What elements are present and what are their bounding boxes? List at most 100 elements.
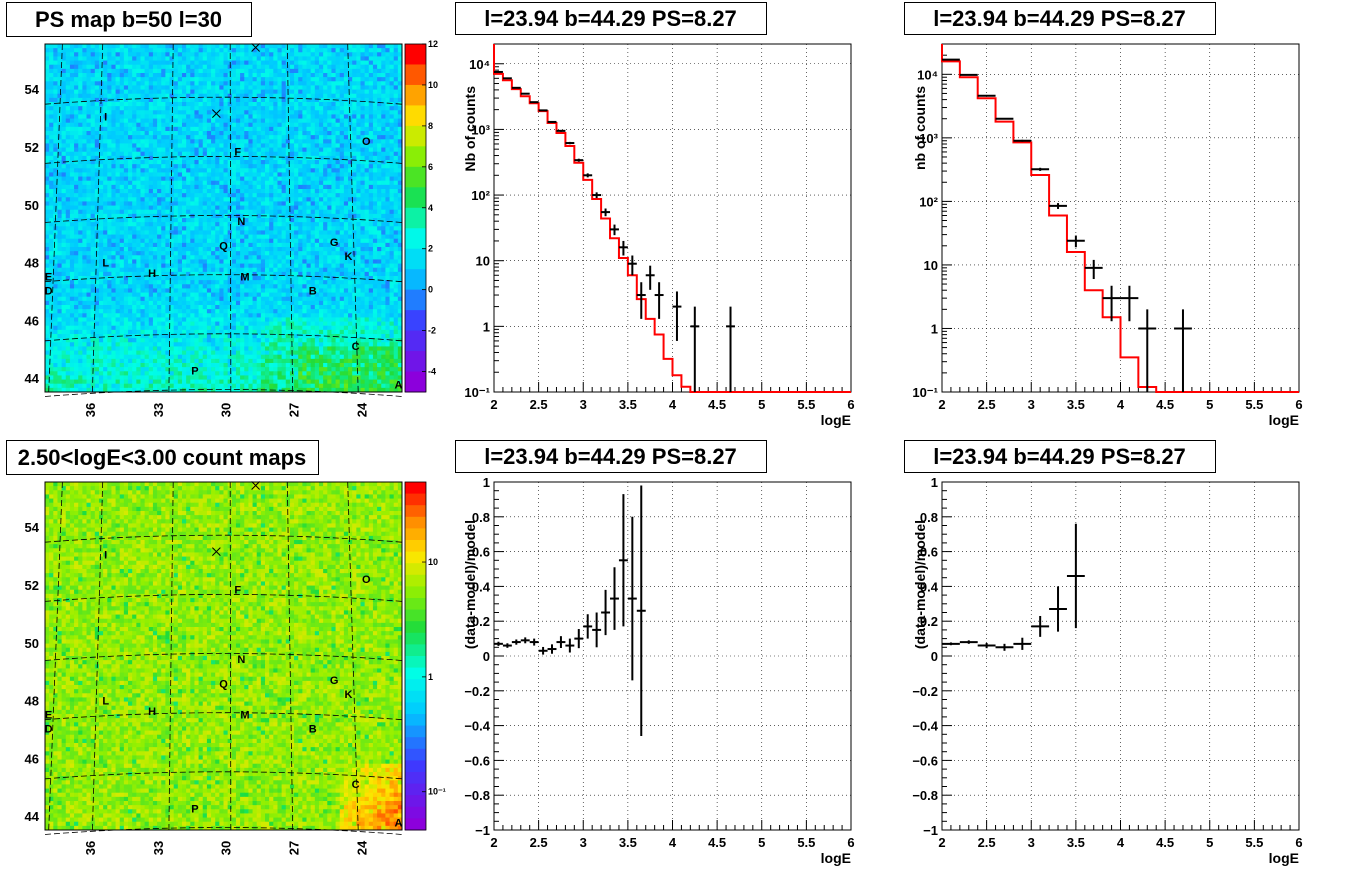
x-tick-label: 33	[151, 841, 166, 855]
color-scale-label: 12	[428, 39, 438, 49]
y-tick-label: 0.2	[472, 614, 490, 629]
residual-point	[574, 629, 584, 649]
meridian-line	[347, 43, 359, 393]
panel-title-box: PS map b=50 l=30	[6, 2, 252, 37]
map-pixels	[45, 482, 403, 831]
data-point	[610, 224, 619, 236]
source-label-f: F	[234, 584, 241, 596]
x-tick-label: 5	[758, 835, 765, 850]
y-tick-label: −1	[475, 823, 490, 838]
residual-point	[502, 643, 512, 648]
source-label-l: L	[102, 258, 109, 270]
x-tick-label: 2.5	[978, 397, 996, 412]
y-tick-label: 1	[931, 475, 938, 490]
y-tick-label: 44	[25, 809, 40, 824]
data-point	[636, 282, 646, 319]
x-axis-label: logE	[821, 850, 851, 866]
parallel-line	[44, 96, 403, 105]
source-label-q: Q	[219, 678, 228, 690]
residual-point	[1066, 523, 1085, 629]
model-histogram-line	[941, 44, 1299, 393]
residual-point	[547, 644, 557, 654]
panel-title: PS map b=50 l=30	[35, 7, 222, 32]
meridian-line	[286, 481, 294, 831]
source-label-d: D	[45, 286, 53, 298]
color-scale-label: 0	[428, 285, 433, 295]
y-tick-label: −0.6	[912, 753, 938, 768]
residual-panel: 2 2.5 3 3.5 4 4.5 5 5.5 6 −1 −0.8 −0.6 −0.4 −0.2 0 0.2 0…	[912, 475, 1303, 866]
data-point	[583, 173, 593, 178]
y-tick-label: 0.8	[472, 510, 490, 525]
source-label-h: H	[148, 706, 156, 718]
data-point	[556, 129, 566, 132]
source-label-p: P	[191, 804, 198, 816]
source-label-m: M	[240, 272, 249, 284]
source-label-h: H	[148, 268, 156, 280]
y-axis-label: nb of counts	[912, 86, 928, 170]
y-tick-label: −0.8	[912, 788, 938, 803]
x-tick-label: 6	[847, 835, 854, 850]
residual-point	[538, 646, 548, 655]
source-label-b: B	[309, 724, 317, 736]
residual-point	[610, 567, 619, 630]
parallel-line	[44, 333, 403, 342]
source-label-b: B	[309, 286, 317, 298]
y-tick-label: 10⁴	[469, 57, 490, 72]
meridian-line	[286, 43, 294, 393]
meridian-line	[92, 481, 104, 831]
source-label-g: G	[330, 675, 339, 687]
x-tick-label: 27	[286, 403, 301, 417]
meridian-line	[48, 481, 63, 831]
y-tick-label: 10⁻¹	[912, 385, 938, 400]
panel-title-box: l=23.94 b=44.29 PS=8.27	[455, 2, 767, 35]
residual-point	[494, 641, 503, 646]
y-tick-label: 1	[931, 321, 938, 336]
y-axis-label: (data-model)/model	[912, 520, 928, 649]
y-tick-label: 46	[25, 313, 39, 328]
panel-title: 2.50<logE<3.00 count maps	[18, 445, 307, 470]
parallel-line	[44, 653, 403, 661]
residual-point	[592, 612, 602, 648]
x-tick-label: 2.5	[978, 835, 996, 850]
data-point	[959, 73, 978, 76]
x-tick-label: 5	[758, 397, 765, 412]
residual-point	[583, 614, 593, 639]
parallel-line	[44, 771, 403, 780]
source-label-l: L	[102, 696, 109, 708]
residual-panel: 2 2.5 3 3.5 4 4.5 5 5.5 6 −1 −0.8 −0.6 −0.4 −0.2 0 0.2 0…	[462, 475, 855, 866]
y-axis-label: (data-model)/model	[462, 520, 478, 649]
y-tick-label: 0.6	[920, 545, 938, 560]
data-point	[1031, 167, 1050, 171]
panel-title-box: l=23.94 b=44.29 PS=8.27	[904, 440, 1216, 473]
y-tick-label: −0.2	[464, 684, 490, 699]
title-frame	[6, 440, 319, 475]
plot-frame	[493, 481, 852, 831]
meridian-line	[229, 481, 232, 831]
color-scale-frame	[404, 481, 427, 831]
residual-point	[556, 636, 566, 648]
x-tick-label: 2	[490, 397, 497, 412]
x-tick-label: 3.5	[619, 397, 637, 412]
x-tick-label: 2.5	[530, 397, 548, 412]
parallel-line	[44, 712, 403, 721]
y-tick-label: 0.2	[920, 614, 938, 629]
marker-cross	[212, 547, 221, 556]
x-tick-label: 5.5	[797, 397, 815, 412]
meridian-line	[347, 481, 359, 831]
spectrum-panel: 2 2.5 3 3.5 4 4.5 5 5.5 6 10⁻¹ 1 10 10² 10³ 10⁴ logE Nb …	[462, 43, 855, 428]
y-tick-label: 0	[931, 649, 938, 664]
model-histogram-line	[493, 44, 851, 393]
data-point	[538, 109, 548, 112]
y-tick-label: 10³	[471, 122, 490, 137]
x-tick-label: 33	[151, 403, 166, 417]
y-tick-label: 10⁴	[917, 67, 938, 82]
data-point	[672, 291, 682, 341]
data-point	[690, 306, 700, 392]
color-scale-label: 1	[428, 672, 433, 682]
x-tick-label: 4	[669, 835, 677, 850]
data-point	[529, 101, 539, 104]
parallel-line	[44, 389, 403, 397]
y-tick-label: 54	[25, 82, 40, 97]
residual-point	[529, 638, 539, 646]
x-axis-label: logE	[1269, 412, 1299, 428]
